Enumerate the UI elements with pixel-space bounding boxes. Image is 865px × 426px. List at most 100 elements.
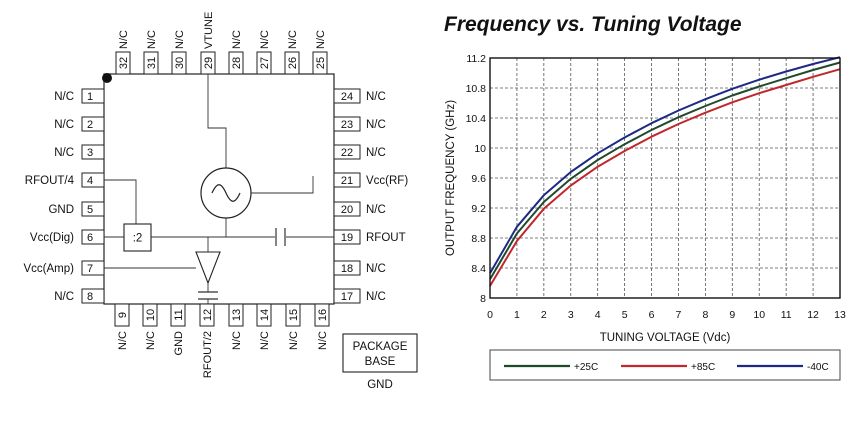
pin-label: N/C <box>174 30 186 49</box>
pin-label: N/C <box>366 147 386 159</box>
divide-by-2-block <box>123 223 152 252</box>
rfout4-wire <box>104 179 137 224</box>
pin-label: N/C <box>54 119 74 131</box>
right-pin-17: 17 N/C <box>333 288 386 304</box>
pin-number: 13 <box>231 309 243 321</box>
x-tick-label: 2 <box>541 309 547 321</box>
left-pin-row: 1 N/C 2 N/C 3 N/C 4 RFOUT/4 5 GND 6 Vcc(Dig) 7 Vcc(Am… <box>24 88 105 304</box>
right-pin-22: 22 N/C <box>333 144 386 160</box>
pin-number: 20 <box>341 204 353 216</box>
pin-pad <box>143 51 159 75</box>
pin-label: GND <box>48 204 74 216</box>
pin-pad <box>115 51 131 75</box>
left-pin-7: 7 Vcc(Amp) <box>24 260 105 276</box>
left-pin-1: 1 N/C <box>54 88 105 104</box>
bottom-pin-11: 11 GND <box>170 303 186 355</box>
plot-frame <box>489 57 841 299</box>
x-tick-label: 12 <box>807 309 819 321</box>
right-pin-20: 20 N/C <box>333 201 386 217</box>
pin-label: N/C <box>259 331 271 350</box>
y-tick-label: 8.4 <box>471 263 486 275</box>
pin-label: Vcc(Amp) <box>24 263 75 275</box>
pin-pad <box>312 51 328 75</box>
right-pin-18: 18 N/C <box>333 260 386 276</box>
pin-label: VTUNE <box>203 12 215 49</box>
pin-number: 27 <box>259 57 271 69</box>
package-base-label-line2: BASE <box>365 356 396 368</box>
pin-number: 10 <box>145 309 157 321</box>
package-base-block <box>342 333 418 373</box>
pin-number: 22 <box>341 147 353 159</box>
pin-label: N/C <box>118 30 130 49</box>
left-pin-8: 8 N/C <box>54 288 105 304</box>
pin-number: 25 <box>315 57 327 69</box>
amplifier-triangle-icon <box>195 251 221 285</box>
pin-label: N/C <box>145 331 157 350</box>
pin-label: N/C <box>54 291 74 303</box>
x-tick-label: 11 <box>781 309 792 321</box>
pin-number: 28 <box>231 57 243 69</box>
pin-number: 15 <box>288 309 300 321</box>
pin-label: RFOUT <box>366 232 406 244</box>
chart-title: Frequency vs. Tuning Voltage <box>444 13 742 36</box>
pin-number: 4 <box>87 175 93 187</box>
pin-label: N/C <box>366 263 386 275</box>
pin-pad <box>81 201 105 217</box>
bottom-pin-row: 9N/C10N/C11GND12RFOUT/213N/C14N/C15N/C16… <box>114 303 330 378</box>
pin-pad <box>199 303 215 327</box>
pin-label: N/C <box>231 30 243 49</box>
pin-number: 29 <box>203 57 215 69</box>
bottom-pin-13: 13 N/C <box>228 303 244 350</box>
pin-pad <box>314 303 330 327</box>
top-pin-30: 30 N/C <box>171 30 187 75</box>
series-line-1 <box>489 61 841 280</box>
pin-pad <box>333 201 361 217</box>
x-tick-label: 5 <box>622 309 628 321</box>
block-diagram: 32N/C31N/C30N/C29VTUNE28N/C27N/C26N/C25N… <box>24 12 418 391</box>
pin-label: N/C <box>366 204 386 216</box>
bottom-pin-12: 12 RFOUT/2 <box>199 303 215 378</box>
y-tick-label: 10.8 <box>466 83 487 95</box>
top-pin-25: 25 N/C <box>312 30 328 75</box>
top-pin-29: 29 VTUNE <box>200 12 216 75</box>
pin-number: 32 <box>118 57 130 69</box>
y-tick-label: 8 <box>480 293 486 305</box>
pin-pad <box>171 51 187 75</box>
pin-pad <box>333 172 361 188</box>
x-tick-label: 6 <box>649 309 655 321</box>
pin-number: 9 <box>117 312 129 318</box>
legend-label: +25C <box>574 362 598 373</box>
left-pin-2: 2 N/C <box>54 116 105 132</box>
legend-entry-2: +85C <box>621 362 715 373</box>
pin-number: 16 <box>317 309 329 321</box>
y-tick-label: 9.6 <box>471 173 486 185</box>
pin-label: N/C <box>288 331 300 350</box>
x-tick-label: 1 <box>514 309 520 321</box>
pin-number: 6 <box>87 232 93 244</box>
pin-label: N/C <box>231 331 243 350</box>
legend: +25C +85C -40C <box>504 362 829 373</box>
y-tick-label: 9.2 <box>471 203 486 215</box>
pin-number: 21 <box>341 175 353 187</box>
pin-label: N/C <box>366 119 386 131</box>
package-base-label-line1: PACKAGE <box>353 341 408 353</box>
pin-pad <box>81 116 105 132</box>
bottom-pin-10: 10 N/C <box>142 303 158 350</box>
series-lines <box>489 56 841 287</box>
pin-label: N/C <box>54 91 74 103</box>
pin-number: 11 <box>173 309 185 320</box>
bottom-pin-16: 16 N/C <box>314 303 330 350</box>
x-tick-label: 13 <box>834 309 846 321</box>
vco-output-wire <box>225 218 275 238</box>
pin-label: Vcc(Dig) <box>30 232 74 244</box>
pin-pad <box>228 303 244 327</box>
pin-pad <box>333 144 361 160</box>
pin-label: N/C <box>366 291 386 303</box>
package-gnd-label: GND <box>367 379 393 391</box>
x-tick-label: 10 <box>753 309 765 321</box>
pin-pad <box>142 303 158 327</box>
y-tick-label: 10 <box>474 143 486 155</box>
pin1-marker-dot <box>102 73 112 83</box>
legend-label: -40C <box>807 362 829 373</box>
